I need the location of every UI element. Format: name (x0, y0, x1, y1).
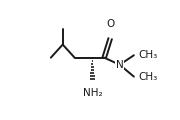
Text: NH₂: NH₂ (83, 88, 102, 99)
Text: CH₃: CH₃ (139, 50, 158, 60)
Text: O: O (106, 19, 114, 29)
Text: CH₃: CH₃ (139, 72, 158, 82)
Text: N: N (116, 60, 123, 70)
